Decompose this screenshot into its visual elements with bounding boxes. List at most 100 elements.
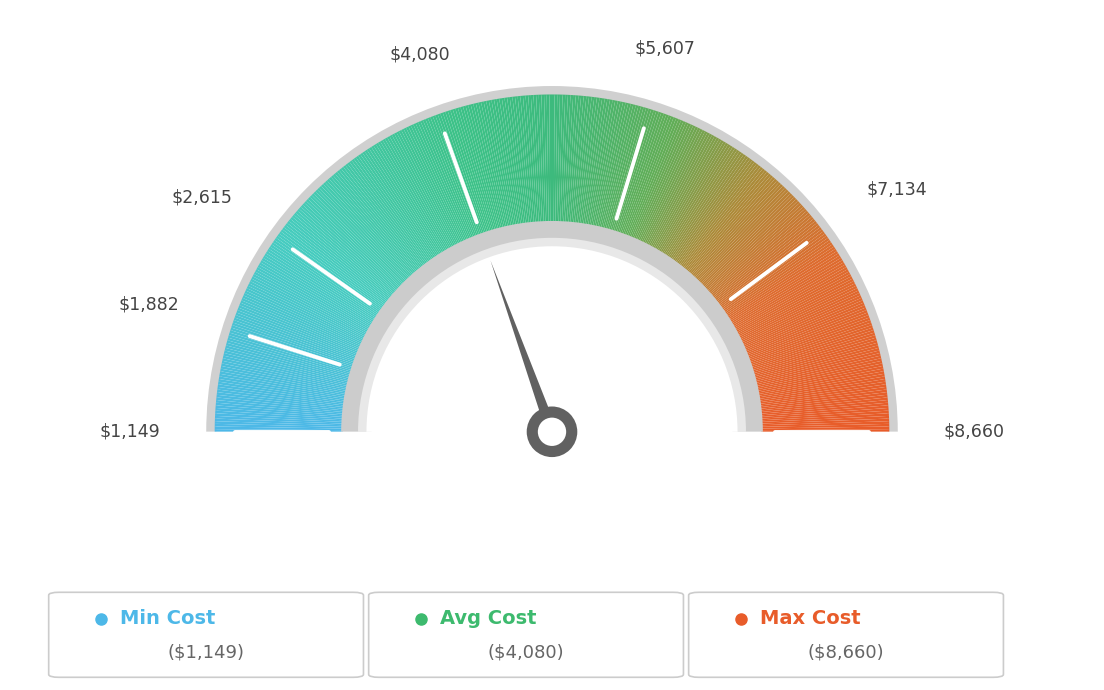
Wedge shape xyxy=(627,117,676,237)
Wedge shape xyxy=(560,95,567,223)
Wedge shape xyxy=(221,364,347,391)
Wedge shape xyxy=(619,112,664,235)
Wedge shape xyxy=(728,249,837,319)
Wedge shape xyxy=(660,143,729,253)
Wedge shape xyxy=(729,251,838,321)
Wedge shape xyxy=(753,337,877,375)
Wedge shape xyxy=(761,405,889,417)
Wedge shape xyxy=(657,140,724,252)
Wedge shape xyxy=(741,288,858,344)
Wedge shape xyxy=(316,190,406,283)
Wedge shape xyxy=(528,95,539,223)
Wedge shape xyxy=(279,231,384,309)
Wedge shape xyxy=(248,284,364,342)
Wedge shape xyxy=(747,310,868,358)
Wedge shape xyxy=(273,240,380,314)
Wedge shape xyxy=(760,384,887,404)
Wedge shape xyxy=(749,315,869,361)
Wedge shape xyxy=(323,182,412,278)
Wedge shape xyxy=(626,116,673,237)
Wedge shape xyxy=(247,286,363,343)
Wedge shape xyxy=(233,320,354,364)
Wedge shape xyxy=(746,308,867,356)
Wedge shape xyxy=(283,227,385,306)
Wedge shape xyxy=(305,201,400,290)
Wedge shape xyxy=(371,146,442,255)
Wedge shape xyxy=(311,193,404,285)
Wedge shape xyxy=(546,95,551,223)
Wedge shape xyxy=(597,103,628,228)
Wedge shape xyxy=(644,129,703,245)
Text: $7,134: $7,134 xyxy=(867,181,927,199)
Wedge shape xyxy=(216,397,344,412)
Wedge shape xyxy=(277,233,383,310)
FancyBboxPatch shape xyxy=(369,592,683,678)
Wedge shape xyxy=(499,98,521,225)
Wedge shape xyxy=(705,203,802,291)
Wedge shape xyxy=(622,114,667,235)
Wedge shape xyxy=(388,136,452,249)
Wedge shape xyxy=(696,186,785,280)
Wedge shape xyxy=(582,98,602,225)
Wedge shape xyxy=(383,139,448,251)
Wedge shape xyxy=(719,229,824,308)
Wedge shape xyxy=(358,155,433,261)
Wedge shape xyxy=(337,170,420,270)
Wedge shape xyxy=(757,366,883,393)
Wedge shape xyxy=(755,351,880,383)
Wedge shape xyxy=(629,118,679,238)
Wedge shape xyxy=(235,313,357,359)
Wedge shape xyxy=(378,141,446,253)
Wedge shape xyxy=(491,99,516,226)
Wedge shape xyxy=(678,162,756,266)
Wedge shape xyxy=(757,371,884,396)
Wedge shape xyxy=(443,112,486,234)
Wedge shape xyxy=(244,293,361,347)
Wedge shape xyxy=(246,288,363,344)
Wedge shape xyxy=(758,377,885,399)
Wedge shape xyxy=(227,337,351,375)
Wedge shape xyxy=(257,265,370,330)
Wedge shape xyxy=(512,97,529,224)
Wedge shape xyxy=(362,151,436,259)
Wedge shape xyxy=(216,395,344,411)
Wedge shape xyxy=(238,305,358,355)
Wedge shape xyxy=(214,424,343,428)
Wedge shape xyxy=(367,148,438,257)
Wedge shape xyxy=(668,151,742,259)
Wedge shape xyxy=(698,190,788,283)
Wedge shape xyxy=(756,355,881,386)
Wedge shape xyxy=(385,137,449,250)
Wedge shape xyxy=(252,276,367,337)
Wedge shape xyxy=(555,95,560,223)
Wedge shape xyxy=(514,96,531,224)
FancyBboxPatch shape xyxy=(49,592,363,678)
Wedge shape xyxy=(286,223,388,304)
Wedge shape xyxy=(572,96,586,224)
Wedge shape xyxy=(714,219,815,301)
Wedge shape xyxy=(373,144,443,255)
Wedge shape xyxy=(380,140,447,252)
Wedge shape xyxy=(222,358,348,388)
Wedge shape xyxy=(694,184,783,279)
Wedge shape xyxy=(275,238,381,313)
Wedge shape xyxy=(641,126,698,244)
Wedge shape xyxy=(721,233,827,310)
Wedge shape xyxy=(401,129,460,245)
Wedge shape xyxy=(474,104,505,228)
Wedge shape xyxy=(306,199,401,288)
Wedge shape xyxy=(229,333,352,372)
Wedge shape xyxy=(217,387,344,406)
Wedge shape xyxy=(681,167,763,268)
Wedge shape xyxy=(720,231,825,309)
Wedge shape xyxy=(460,106,497,230)
Wedge shape xyxy=(476,103,507,228)
Wedge shape xyxy=(423,119,474,239)
Wedge shape xyxy=(565,95,576,223)
Wedge shape xyxy=(343,165,424,268)
Wedge shape xyxy=(726,244,834,317)
Wedge shape xyxy=(231,328,353,368)
Wedge shape xyxy=(752,330,874,371)
Wedge shape xyxy=(750,320,871,364)
Wedge shape xyxy=(255,269,369,333)
